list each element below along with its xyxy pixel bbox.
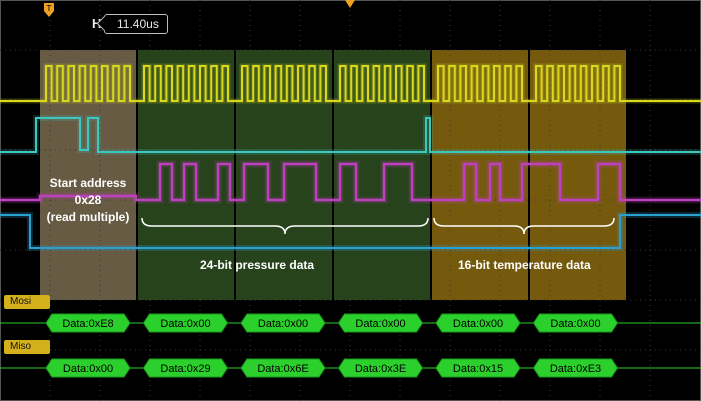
miso-analog-trace-glow: [0, 212, 701, 251]
mosi-packet: [142, 313, 229, 333]
mosi-packet-label: Data:0xE8: [62, 318, 113, 330]
miso-packet-label: Data:0x29: [160, 363, 210, 375]
miso-packet-label: Data:0x3E: [355, 363, 406, 375]
region-temperature-byte-1: [432, 50, 528, 300]
mosi-packet: [532, 313, 619, 333]
clock-trace: [0, 65, 701, 102]
trigger-position-icon[interactable]: T: [44, 3, 54, 17]
miso-packet: [142, 358, 229, 378]
mosi-packet-label: Data:0x00: [160, 318, 210, 330]
miso-packet: [435, 358, 521, 378]
miso-packet-label: Data:0xE3: [550, 363, 601, 375]
miso-packet: [532, 358, 619, 378]
miso-packet-label: Data:0x6E: [257, 363, 308, 375]
read-multiple-annotation: (read multiple): [46, 210, 130, 224]
mosi-packet: [337, 313, 424, 333]
mosi-analog-trace: [0, 162, 701, 202]
chip-select-trace: [0, 117, 701, 153]
clock-trace-glow: [0, 63, 701, 104]
miso-analog-trace: [0, 214, 701, 249]
miso-packet: [45, 358, 131, 378]
miso-packet-label: Data:0x15: [453, 363, 503, 375]
mosi-packet-label: Data:0x00: [550, 318, 600, 330]
temperature-brace: [433, 217, 615, 235]
miso-packet-label: Data:0x00: [63, 363, 113, 375]
pressure-data-annotation: 24-bit pressure data: [200, 258, 315, 272]
pressure-brace: [141, 217, 429, 235]
mosi-bus-label[interactable]: Mosi: [4, 295, 50, 309]
temperature-data-annotation: 16-bit temperature data: [458, 258, 591, 272]
start-address-annotation: Start address: [49, 176, 127, 190]
svg-text:T: T: [46, 4, 52, 13]
miso-bus-label[interactable]: Miso: [4, 340, 50, 354]
chip-select-trace-glow: [0, 115, 701, 155]
region-temperature-byte-2: [530, 50, 626, 300]
region-start-address: [40, 50, 136, 300]
center-position-icon: [345, 0, 355, 8]
mosi-packet-label: Data:0x00: [355, 318, 405, 330]
mosi-packet: [435, 313, 521, 333]
miso-packet: [337, 358, 424, 378]
horizontal-timebase-value[interactable]: 11.40us: [104, 14, 168, 34]
mosi-packet: [240, 313, 326, 333]
mosi-packet-label: Data:0x00: [453, 318, 503, 330]
mosi-analog-trace-glow: [0, 160, 701, 204]
miso-packet: [240, 358, 326, 378]
start-address-value-annotation: 0x28: [74, 193, 102, 207]
mosi-packet-label: Data:0x00: [258, 318, 308, 330]
mosi-packet: [45, 313, 131, 333]
